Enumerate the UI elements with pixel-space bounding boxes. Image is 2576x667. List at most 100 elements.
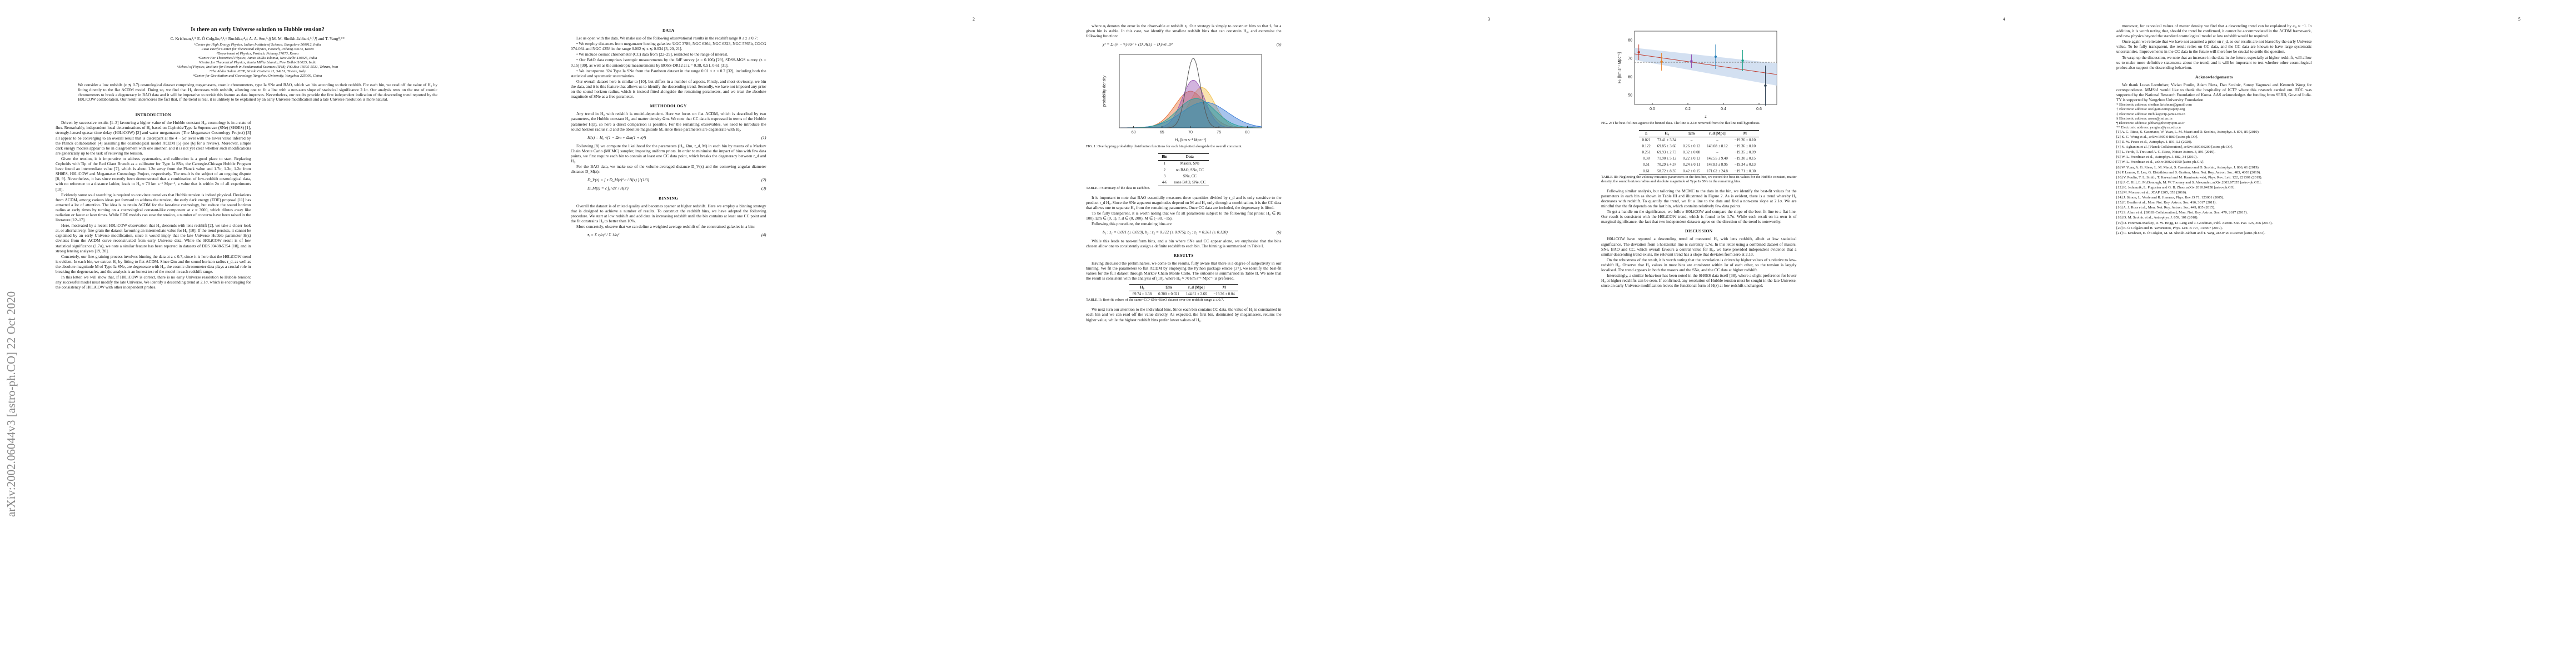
- table-body: 0.021 73.41 ± 3.34 – – −19.26 ± 0.10 0.122 69.…: [1638, 137, 1759, 175]
- figure-caption: FIG. 2: The best-fit lines against the b…: [1601, 121, 1761, 125]
- abstract: We consider a low redshift (z ≲ 0.7) cos…: [78, 82, 437, 102]
- equation-number: (1): [761, 135, 766, 140]
- table-block: H₀ Ωm r_d [Mpc] M 69.74 ± 1.38 0.300 ± 0.021 1…: [1086, 284, 1282, 302]
- table-caption: TABLE II: Best-fit values of the same+CC…: [1086, 298, 1224, 302]
- y-tick-label: 50: [1628, 94, 1632, 98]
- paragraph: For the BAO data, we make use of the vol…: [571, 164, 766, 175]
- affiliation: ⁵Centre for Theoretical Physics, Jamia M…: [198, 61, 317, 64]
- table-cell: −19.71 ± 0.30: [1734, 169, 1756, 173]
- figure-caption: FIG. 1: Overlapping probability distribu…: [1086, 145, 1243, 149]
- y-axis-label: probability density: [1103, 76, 1107, 107]
- paragraph: H0LiCOW have reported a descending trend…: [1601, 236, 1797, 257]
- table-cell: 0.51: [1643, 163, 1650, 167]
- table-cell: 69.74 ± 1.38: [1132, 292, 1152, 297]
- table-cell: –: [1690, 138, 1693, 143]
- paragraph: Having discussed the preliminaries, we c…: [1086, 260, 1282, 281]
- section-heading: DATA: [662, 28, 675, 33]
- paragraph: Concretely, our fine-graining process in…: [56, 253, 251, 274]
- table-cell: 147.83 ± 8.95: [1707, 163, 1728, 167]
- section-heading: METHODOLOGY: [650, 103, 687, 109]
- reference: [4] N. Aghanim et al. [Planck Collaborat…: [2116, 145, 2233, 150]
- table-cell: 3: [1163, 174, 1166, 178]
- x-tick-label: 70: [1188, 131, 1193, 135]
- fit-line: [1634, 53, 1777, 75]
- reference: [12] K. Jedamzik, L. Pogosian and G. B. …: [2116, 185, 2236, 190]
- table-cell: SNe, CC: [1183, 174, 1197, 178]
- table-cell: 2: [1163, 168, 1166, 172]
- reference: [13] M. Moresco et al., JCAP 1205, 053 (…: [2116, 191, 2187, 195]
- table-body: 1 Masers, SNe 2 no BAO, SNe, CC 3 SNe, CC 4-6 n…: [1158, 161, 1209, 186]
- table-head: zᵢ H₀ Ωm r_d [Mpc] M: [1638, 130, 1759, 137]
- table-cell: 0.261: [1642, 151, 1651, 155]
- x-tick-label: 0.4: [1721, 107, 1726, 111]
- affiliation: ⁸Center for Gravitation and Cosmology, Y…: [193, 74, 322, 78]
- table-cell: 0.26 ± 0.12: [1683, 145, 1701, 149]
- table-cell: 0.021: [1642, 138, 1651, 143]
- x-tick-label: 0.0: [1650, 107, 1655, 111]
- table-row: 0.61 58.72 ± 8.35 0.42 ± 0.15 171.62 ± 24.8…: [1638, 168, 1759, 175]
- table-cell: 0.22 ± 0.13: [1683, 157, 1701, 161]
- data-table: zᵢ H₀ Ωm r_d [Mpc] M 0.021 73.41 ± 3.34 – – −19.2…: [1638, 130, 1759, 175]
- figure-plot: 60 65 70 75 80 H₀ [km s⁻¹ Mpc⁻¹] probability d…: [1103, 54, 1262, 142]
- table-row: 1 Masers, SNe: [1158, 161, 1209, 167]
- table-cell: –: [1716, 138, 1718, 143]
- table-cell: no BAO, SNe, CC: [1175, 168, 1204, 172]
- table-cell: 144.61 ± 2.66: [1185, 292, 1207, 297]
- arxiv-id: arXiv:2002.06044v3 [astro-ph.CO] 22 Oct …: [4, 291, 18, 517]
- table-row: 0.261 69.93 ± 2.73 0.32 ± 0.08 – −19.35 ± 0.…: [1639, 150, 1759, 156]
- table-cell: 69.85 ± 3.66: [1657, 145, 1677, 149]
- columns: DATA Let us open with the data. We make u…: [571, 23, 975, 645]
- table-cell: 70.29 ± 4.37: [1657, 163, 1677, 167]
- table-row: 0.122 69.85 ± 3.66 0.26 ± 0.12 143.08 ± 8.1…: [1639, 143, 1759, 150]
- affiliation: ¹Center for High Energy Physics, Indian …: [194, 43, 321, 47]
- table-cell: 58.72 ± 8.35: [1657, 169, 1677, 173]
- data-table: Bin Data 1 Masers, SNe 2 no BAO, SNe, CC 3 SNe,…: [1158, 153, 1209, 186]
- affiliation: ²Asia Pacific Center for Theoretical Phy…: [201, 47, 314, 51]
- table-cell: 69.93 ± 2.73: [1657, 151, 1677, 155]
- table-cell: Masers, SNe: [1180, 162, 1200, 166]
- affiliation: ⁶School of Physics, Institute for Resear…: [177, 65, 338, 69]
- paragraph: Our overall dataset here is similar to […: [571, 78, 766, 99]
- paragraph: moreover, for canonical values of matter…: [2116, 23, 2312, 39]
- paragraph: It is important to note that BAO essenti…: [1086, 195, 1282, 211]
- column-header: zᵢ: [1645, 132, 1648, 136]
- table-row: 0.021 73.41 ± 3.34 – – −19.26 ± 0.10: [1639, 137, 1759, 144]
- x-tick-label: 0.6: [1756, 107, 1762, 111]
- section-heading: DISCUSSION: [1685, 228, 1713, 234]
- paragraph: Once again we reiterate that we have not…: [2116, 39, 2312, 54]
- reference: [7] W. L. Freedman et al., arXiv:2002.01…: [2116, 160, 2205, 165]
- footnote: ¶ Electronic address: jabbari@theory.ipm…: [2116, 121, 2185, 125]
- equation: D_V(z) = [ z D_M(z)² c / H(z) ]^(1/3) (2): [587, 177, 766, 182]
- paragraph: Given the tension, it is imperative to a…: [56, 156, 251, 192]
- bin-point: [1690, 59, 1693, 63]
- section-heading: RESULTS: [1173, 252, 1194, 258]
- table-cell: 0.32 ± 0.08: [1683, 151, 1701, 155]
- table-cell: −19.34 ± 0.13: [1734, 163, 1756, 167]
- paragraph: Any trend in H₀ with redshift is model-d…: [571, 111, 766, 132]
- table-cell: 1: [1163, 162, 1166, 166]
- section-heading: Acknowledgements: [2195, 74, 2233, 79]
- columns: 0.0 0.2 0.4 0.6 50 60 70 80 z H₀ [km s⁻¹ Mpc⁻¹] FI…: [1601, 23, 2005, 645]
- table-body: 69.74 ± 1.38 0.300 ± 0.021 144.61 ± 2.66 −1…: [1129, 291, 1238, 298]
- paragraph: To wrap up the discussion, we note that …: [2116, 54, 2312, 70]
- table-cell: −19.35 ± 0.09: [1734, 151, 1756, 155]
- column-header: Bin: [1162, 155, 1168, 160]
- reference: [10] V. Poulin, T. L. Smith, T. Karwal a…: [2116, 175, 2263, 180]
- fit-band: [1634, 48, 1777, 86]
- table-head: H₀ Ωm r_d [Mpc] M: [1129, 284, 1238, 291]
- columns: moreover, for canonical values of matter…: [2116, 23, 2520, 645]
- table-caption: TABLE I: Summary of the data in each bin…: [1086, 186, 1150, 190]
- equation-number: (4): [761, 232, 766, 238]
- y-tick-label: 70: [1628, 57, 1632, 61]
- bin-point: [1714, 55, 1717, 58]
- reference: [3] D. W. Pesce et al., Astrophys. J. 89…: [2116, 140, 2193, 145]
- bin-point: [1637, 51, 1640, 54]
- page: 2 DATA Let us open with the data. We make …: [515, 0, 1030, 667]
- reference: [18] D. M. Scolnic et al., Astrophys. J.…: [2116, 216, 2199, 220]
- table-cell: 0.42 ± 0.15: [1683, 169, 1701, 173]
- paper-title: Is there an early Universe solution to H…: [191, 27, 325, 33]
- table-cell: −19.30 ± 0.15: [1734, 157, 1756, 161]
- paragraph: Following [8] we compute the likelihood …: [571, 143, 766, 164]
- equation: χ² = Σᵢ (vᵢ − v̂ᵢ)²/σᵢ² + (D_A(zᵢ) − Dᵢ)…: [1103, 42, 1282, 47]
